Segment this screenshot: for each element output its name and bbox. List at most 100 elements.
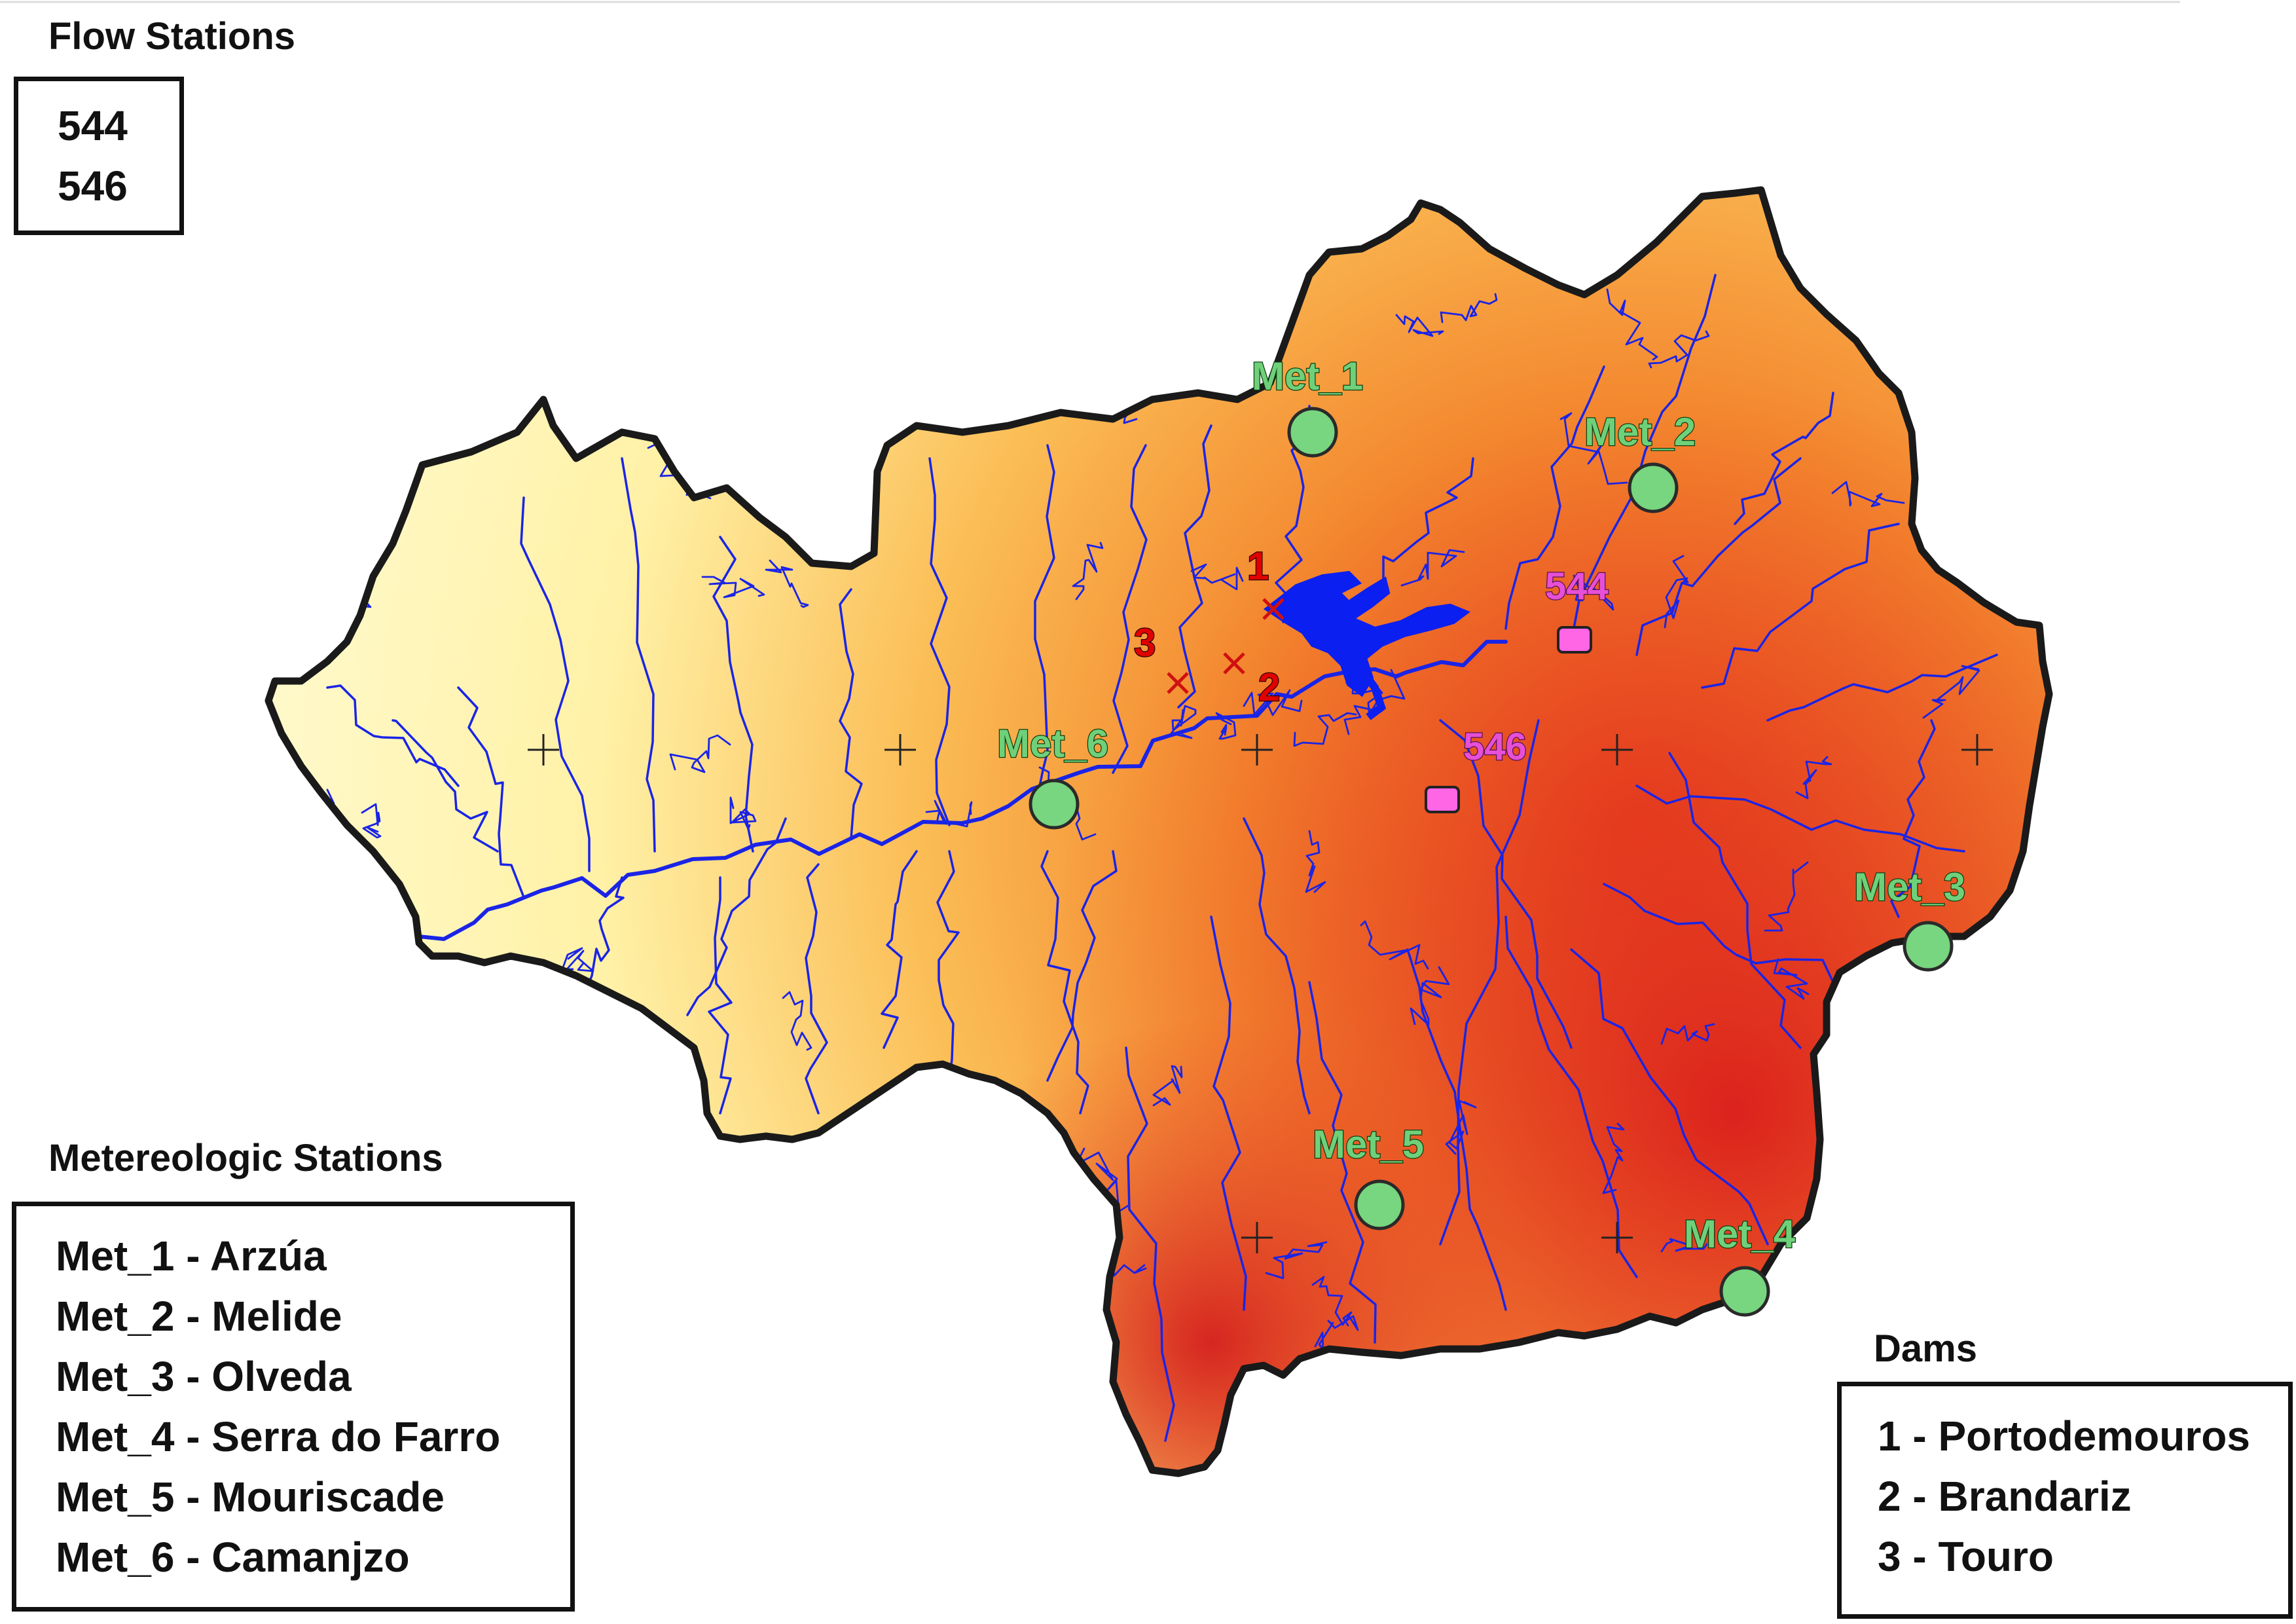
met-station-1-label: Met_1 [1252, 354, 1363, 398]
river [1734, 392, 1834, 525]
dam-labels: 1 2 3 [1133, 544, 1281, 710]
river [1795, 756, 1832, 800]
river [1922, 665, 1980, 719]
river [1660, 1238, 1708, 1253]
river [1125, 1046, 1175, 1442]
river [1275, 640, 1508, 699]
met-station-2-marker[interactable] [1628, 462, 1679, 513]
met-station-3-marker[interactable] [1903, 921, 1954, 972]
river [392, 719, 499, 853]
met-station-5-marker[interactable] [1354, 1179, 1405, 1230]
river [1410, 966, 1450, 1026]
river [1374, 457, 1474, 591]
graticule [528, 734, 1993, 1253]
river [1293, 712, 1357, 747]
met-legend-item: Met_3 - Olveda [56, 1353, 352, 1400]
met-station-6-marker[interactable] [1029, 779, 1080, 830]
flow-stations-legend: 544 546 [14, 77, 184, 235]
flow-station-labels: 544 546 [1463, 564, 1609, 769]
river [1400, 549, 1465, 587]
river [884, 395, 932, 425]
river [805, 863, 828, 1115]
river [1395, 314, 1444, 337]
river [708, 876, 733, 1115]
met-stations-legend: Met_1 - Arzúa Met_2 - Melide Met_3 - Olv… [12, 1202, 575, 1612]
river [520, 496, 591, 872]
river [361, 803, 382, 839]
river [928, 457, 951, 826]
river [1890, 719, 1936, 918]
river [1504, 915, 1638, 1278]
reservoir [1263, 570, 1471, 697]
river [939, 1088, 988, 1151]
met-station-2-label: Met_2 [1584, 410, 1696, 454]
basin-boundary [264, 186, 2053, 1477]
river [936, 850, 960, 1082]
river [669, 734, 731, 773]
met-station-markers [1029, 407, 1954, 1317]
river [1190, 563, 1244, 591]
river [1033, 444, 1055, 813]
river [1764, 861, 1809, 932]
met-station-3-label: Met_3 [1854, 865, 1965, 909]
river-network [310, 274, 1998, 1442]
river [1170, 705, 1197, 739]
river [748, 1334, 816, 1380]
river [925, 800, 973, 828]
river [1075, 1147, 1131, 1213]
flow-station-544-marker[interactable] [1557, 626, 1592, 654]
river [1439, 719, 1573, 1049]
dam-3-label: 3 [1134, 621, 1156, 665]
river [607, 286, 631, 329]
met-station-4-label: Met_4 [1684, 1212, 1796, 1256]
flow-station-546-label: 546 [1463, 726, 1527, 768]
river [1439, 719, 1540, 1246]
river [1635, 784, 1965, 853]
flow-legend-item: 544 [58, 102, 128, 149]
dams-legend-item: 2 - Brandariz [1878, 1473, 2132, 1520]
river [1504, 365, 1605, 630]
met-station-1-marker[interactable] [1287, 407, 1338, 458]
river [1265, 1241, 1328, 1280]
river [351, 373, 371, 427]
river [1570, 948, 1769, 1246]
river [1831, 481, 1905, 507]
river [1766, 654, 1998, 722]
river [729, 796, 757, 830]
dams-legend-item: 1 - Portodemouros [1878, 1412, 2250, 1460]
flow-stations-legend-title: Flow Stations [48, 15, 295, 58]
river [326, 684, 460, 787]
river [1660, 1023, 1715, 1045]
dam-2-label: 2 [1258, 665, 1280, 709]
met-station-6-label: Met_6 [997, 722, 1108, 766]
river [1603, 883, 1834, 984]
river [1360, 920, 1429, 970]
met-station-labels: Met_1 Met_2 Met_3 Met_4 Met_5 Met_6 [996, 354, 1967, 1257]
river [701, 576, 765, 599]
flow-station-markers [1425, 626, 1592, 813]
river [1570, 274, 1717, 643]
river [686, 817, 787, 1016]
river [1602, 1122, 1625, 1194]
river [1046, 850, 1118, 1082]
flow-legend-item: 546 [58, 162, 128, 210]
dam-1-marker [1262, 598, 1285, 620]
river [1305, 830, 1326, 893]
river [1606, 288, 1658, 361]
river [588, 876, 625, 984]
river [1243, 817, 1311, 1115]
met-legend-item: Met_4 - Serra do Farro [56, 1413, 501, 1460]
river [1112, 444, 1148, 774]
met-stations-legend-title: Metereologic Stations [48, 1137, 443, 1179]
dam-markers [1167, 598, 1285, 694]
river [839, 588, 863, 840]
met-station-5-label: Met_5 [1313, 1122, 1424, 1166]
river [1445, 1099, 1477, 1155]
flow-station-546-marker[interactable] [1425, 786, 1460, 813]
river [1668, 752, 1802, 1049]
river [1664, 555, 1689, 629]
met-legend-item: Met_6 - Camanjzo [56, 1534, 410, 1581]
met-station-4-marker[interactable] [1719, 1266, 1770, 1317]
river [1072, 542, 1104, 600]
river [1773, 958, 1810, 1000]
